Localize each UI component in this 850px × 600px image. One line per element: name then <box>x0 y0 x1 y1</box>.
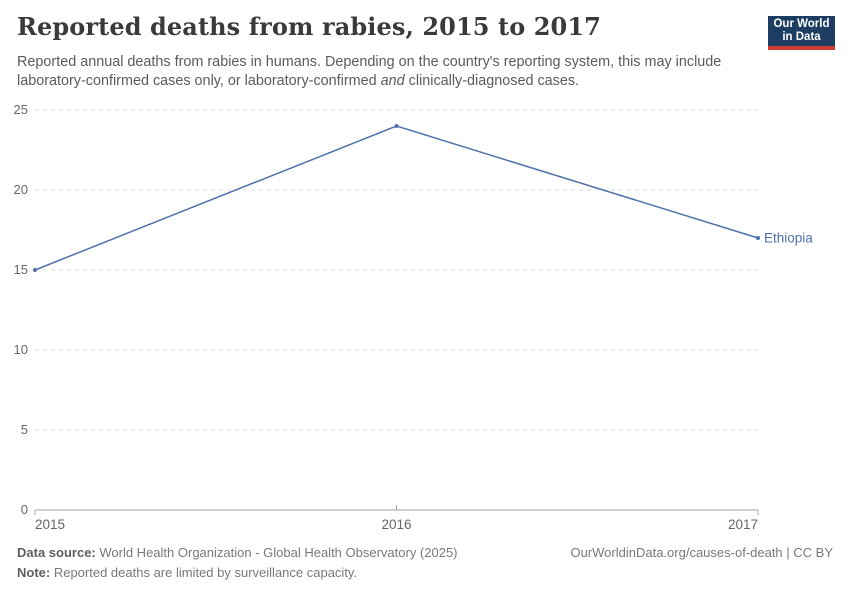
citation-link[interactable]: OurWorldinData.org/causes-of-death | CC … <box>570 545 833 560</box>
y-tick-label: 20 <box>14 182 28 197</box>
data-source-line: Data source: World Health Organization -… <box>17 543 833 563</box>
y-tick-label: 0 <box>21 502 28 517</box>
line-chart-canvas[interactable]: 0 5 10 15 20 25 2015 2016 2017 Ethiopia <box>0 95 850 540</box>
subtitle-text-1: Reported annual deaths from rabies in hu… <box>17 54 722 90</box>
data-point[interactable] <box>394 124 399 128</box>
owid-logo[interactable]: Our World in Data <box>768 16 835 50</box>
data-source-text: World Health Organization - Global Healt… <box>95 545 458 560</box>
x-tick-label: 2017 <box>728 517 758 532</box>
x-tick-label: 2016 <box>381 517 411 532</box>
subtitle-text-2: clinically-diagnosed cases. <box>404 73 580 90</box>
series-end-label[interactable]: Ethiopia <box>764 231 813 246</box>
series-line[interactable] <box>34 125 759 271</box>
note-label: Note: <box>17 565 51 581</box>
note-text: Reported deaths are limited by surveilla… <box>50 565 358 581</box>
y-tick-label: 10 <box>14 342 28 357</box>
y-tick-label: 15 <box>14 262 28 277</box>
page-title: Reported deaths from rabies, 2015 to 201… <box>17 12 601 41</box>
chart-subtitle: Reported annual deaths from rabies in hu… <box>17 53 759 92</box>
y-tick-label: 25 <box>14 102 28 117</box>
note-line: Note: Reported deaths are limited by sur… <box>17 563 833 583</box>
data-source-label: Data source: <box>17 545 96 560</box>
data-point[interactable] <box>756 236 760 240</box>
y-tick-label: 5 <box>21 422 28 437</box>
subtitle-text-italic: and <box>380 73 405 90</box>
owid-logo-line2: in Data <box>782 31 821 43</box>
chart-footer: Data source: World Health Organization -… <box>17 543 833 583</box>
owid-logo-line1: Our World <box>773 17 830 30</box>
line-chart[interactable]: 0 5 10 15 20 25 2015 2016 2017 Ethiopia <box>0 95 850 540</box>
x-tick-label: 2015 <box>35 517 65 532</box>
data-point[interactable] <box>33 268 37 272</box>
